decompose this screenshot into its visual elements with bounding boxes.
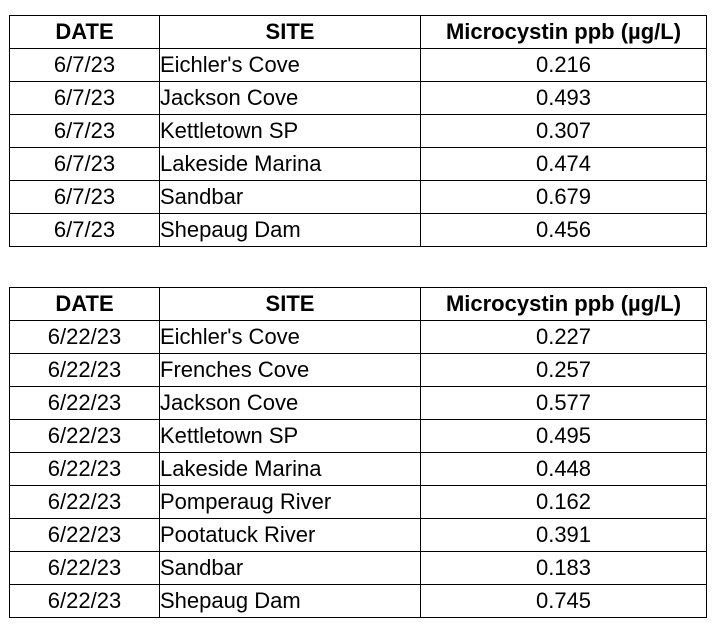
table-header-row: DATE SITE Microcystin ppb (µg/L) bbox=[9, 15, 707, 49]
site-cell: Pomperaug River bbox=[159, 485, 421, 519]
microcystin-value-cell: 0.391 bbox=[420, 518, 707, 552]
site-cell: Shepaug Dam bbox=[159, 584, 421, 618]
microcystin-value-cell: 0.679 bbox=[420, 180, 707, 214]
date-cell: 6/22/23 bbox=[9, 485, 160, 519]
date-cell: 6/7/23 bbox=[9, 147, 160, 181]
date-cell: 6/22/23 bbox=[9, 584, 160, 618]
table-row: 6/22/23 Pootatuck River 0.391 bbox=[9, 518, 707, 552]
date-cell: 6/7/23 bbox=[9, 114, 160, 148]
site-cell: Shepaug Dam bbox=[159, 213, 421, 247]
microcystin-value-cell: 0.456 bbox=[420, 213, 707, 247]
microcystin-value-cell: 0.183 bbox=[420, 551, 707, 585]
microcystin-value-cell: 0.448 bbox=[420, 452, 707, 486]
table-row: 6/7/23 Jackson Cove 0.493 bbox=[9, 81, 707, 115]
microcystin-value-cell: 0.227 bbox=[420, 320, 707, 354]
site-column-header: SITE bbox=[159, 287, 421, 321]
table-row: 6/22/23 Pomperaug River 0.162 bbox=[9, 485, 707, 519]
site-cell: Eichler's Cove bbox=[159, 320, 421, 354]
date-column-header: DATE bbox=[9, 15, 160, 49]
microcystin-value-cell: 0.307 bbox=[420, 114, 707, 148]
microcystin-value-cell: 0.495 bbox=[420, 419, 707, 453]
date-cell: 6/7/23 bbox=[9, 48, 160, 82]
table-header-row: DATE SITE Microcystin ppb (µg/L) bbox=[9, 287, 707, 321]
microcystin-value-cell: 0.493 bbox=[420, 81, 707, 115]
microcystin-column-header: Microcystin ppb (µg/L) bbox=[420, 15, 707, 49]
date-column-header: DATE bbox=[9, 287, 160, 321]
site-cell: Pootatuck River bbox=[159, 518, 421, 552]
table-row: 6/7/23 Shepaug Dam 0.456 bbox=[9, 213, 707, 247]
date-cell: 6/22/23 bbox=[9, 419, 160, 453]
site-cell: Eichler's Cove bbox=[159, 48, 421, 82]
microcystin-value-cell: 0.162 bbox=[420, 485, 707, 519]
table-row: 6/22/23 Sandbar 0.183 bbox=[9, 551, 707, 585]
site-cell: Jackson Cove bbox=[159, 386, 421, 420]
site-cell: Jackson Cove bbox=[159, 81, 421, 115]
table-row: 6/7/23 Kettletown SP 0.307 bbox=[9, 114, 707, 148]
table-row: 6/22/23 Lakeside Marina 0.448 bbox=[9, 452, 707, 486]
site-column-header: SITE bbox=[159, 15, 421, 49]
microcystin-value-cell: 0.577 bbox=[420, 386, 707, 420]
table-row: 6/7/23 Eichler's Cove 0.216 bbox=[9, 48, 707, 82]
site-cell: Frenches Cove bbox=[159, 353, 421, 387]
microcystin-table-june-7: DATE SITE Microcystin ppb (µg/L) 6/7/23 … bbox=[9, 15, 707, 247]
site-cell: Sandbar bbox=[159, 551, 421, 585]
date-cell: 6/22/23 bbox=[9, 452, 160, 486]
site-cell: Lakeside Marina bbox=[159, 452, 421, 486]
date-cell: 6/22/23 bbox=[9, 386, 160, 420]
table-row: 6/22/23 Jackson Cove 0.577 bbox=[9, 386, 707, 420]
microcystin-column-header: Microcystin ppb (µg/L) bbox=[420, 287, 707, 321]
table-row: 6/7/23 Lakeside Marina 0.474 bbox=[9, 147, 707, 181]
date-cell: 6/22/23 bbox=[9, 551, 160, 585]
microcystin-value-cell: 0.745 bbox=[420, 584, 707, 618]
microcystin-value-cell: 0.474 bbox=[420, 147, 707, 181]
table-row: 6/22/23 Kettletown SP 0.495 bbox=[9, 419, 707, 453]
table-row: 6/22/23 Shepaug Dam 0.745 bbox=[9, 584, 707, 618]
date-cell: 6/7/23 bbox=[9, 81, 160, 115]
table-row: 6/22/23 Eichler's Cove 0.227 bbox=[9, 320, 707, 354]
site-cell: Lakeside Marina bbox=[159, 147, 421, 181]
date-cell: 6/22/23 bbox=[9, 320, 160, 354]
date-cell: 6/22/23 bbox=[9, 518, 160, 552]
table-row: 6/22/23 Frenches Cove 0.257 bbox=[9, 353, 707, 387]
date-cell: 6/22/23 bbox=[9, 353, 160, 387]
site-cell: Kettletown SP bbox=[159, 419, 421, 453]
site-cell: Kettletown SP bbox=[159, 114, 421, 148]
microcystin-value-cell: 0.216 bbox=[420, 48, 707, 82]
table-row: 6/7/23 Sandbar 0.679 bbox=[9, 180, 707, 214]
microcystin-value-cell: 0.257 bbox=[420, 353, 707, 387]
site-cell: Sandbar bbox=[159, 180, 421, 214]
date-cell: 6/7/23 bbox=[9, 180, 160, 214]
date-cell: 6/7/23 bbox=[9, 213, 160, 247]
microcystin-table-june-22: DATE SITE Microcystin ppb (µg/L) 6/22/23… bbox=[9, 287, 707, 618]
